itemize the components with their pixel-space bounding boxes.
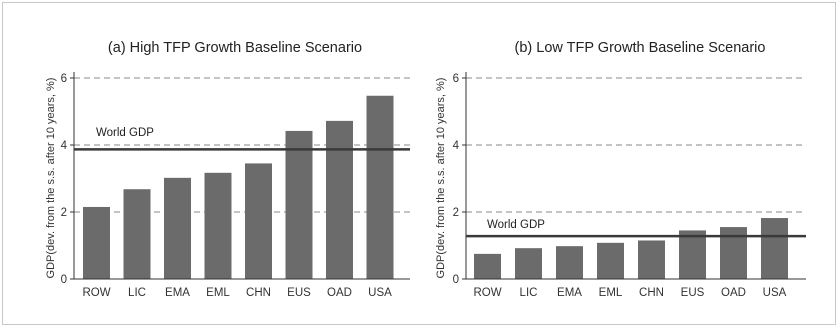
bar-ema-b	[556, 246, 583, 279]
bar-lic-b	[515, 248, 542, 279]
bar-eus-b	[679, 230, 706, 279]
y-tick-label-a: 2	[61, 207, 67, 219]
bar-oad-a	[326, 120, 353, 279]
y-tick-label-b: 0	[453, 274, 459, 286]
reference-line-label-a: World GDP	[96, 127, 154, 139]
x-tick-label-a: EMA	[165, 287, 190, 299]
bar-chn-b	[638, 240, 665, 279]
bar-chn-a	[245, 163, 272, 279]
x-tick-label-a: EML	[206, 287, 230, 299]
y-tick-label-b: 2	[453, 207, 459, 219]
x-tick-label-a: EUS	[287, 287, 311, 299]
x-tick-label-b: CHN	[639, 287, 664, 299]
bar-usa-a	[366, 95, 394, 279]
bar-ema-a	[164, 177, 191, 279]
x-tick-label-a: ROW	[82, 287, 110, 299]
y-axis-label-b: GDP(dev. from the s.s. after 10 years, %…	[435, 78, 447, 279]
x-tick-label-a: CHN	[246, 287, 271, 299]
bar-usa-b	[761, 218, 788, 279]
chart-panel-a: (a) High TFP Growth Baseline Scenario GD…	[45, 40, 410, 299]
bar-eml-a	[204, 172, 232, 279]
x-tick-label-b: ROW	[473, 287, 501, 299]
bar-eus-a	[285, 130, 313, 279]
bar-oad-b	[720, 227, 747, 279]
x-tick-label-b: OAD	[721, 287, 746, 299]
chart-panel-b: (b) Low TFP Growth Baseline Scenario GDP…	[435, 40, 806, 299]
chart-title-b: (b) Low TFP Growth Baseline Scenario	[515, 40, 766, 56]
x-tick-label-a: USA	[368, 287, 392, 299]
y-tick-label-b: 6	[453, 73, 459, 85]
x-tick-label-b: EMA	[557, 287, 582, 299]
y-tick-label-b: 4	[453, 140, 460, 152]
bar-lic-a	[123, 189, 151, 279]
x-tick-label-b: EML	[599, 287, 623, 299]
y-axis-label-a: GDP(dev. from the s.s. after 10 years, %…	[45, 78, 57, 279]
x-tick-label-b: USA	[763, 287, 787, 299]
x-tick-label-b: LIC	[520, 287, 538, 299]
y-tick-label-a: 6	[61, 73, 67, 85]
y-tick-label-a: 4	[61, 140, 68, 152]
bar-row-b	[474, 253, 501, 279]
reference-line-label-b: World GDP	[487, 219, 545, 231]
x-tick-label-a: OAD	[327, 287, 352, 299]
x-tick-label-b: EUS	[681, 287, 705, 299]
x-tick-label-a: LIC	[128, 287, 146, 299]
y-tick-label-a: 0	[61, 274, 67, 286]
bar-eml-b	[597, 242, 624, 279]
bar-row-a	[83, 206, 110, 279]
chart-title-a: (a) High TFP Growth Baseline Scenario	[108, 40, 362, 56]
